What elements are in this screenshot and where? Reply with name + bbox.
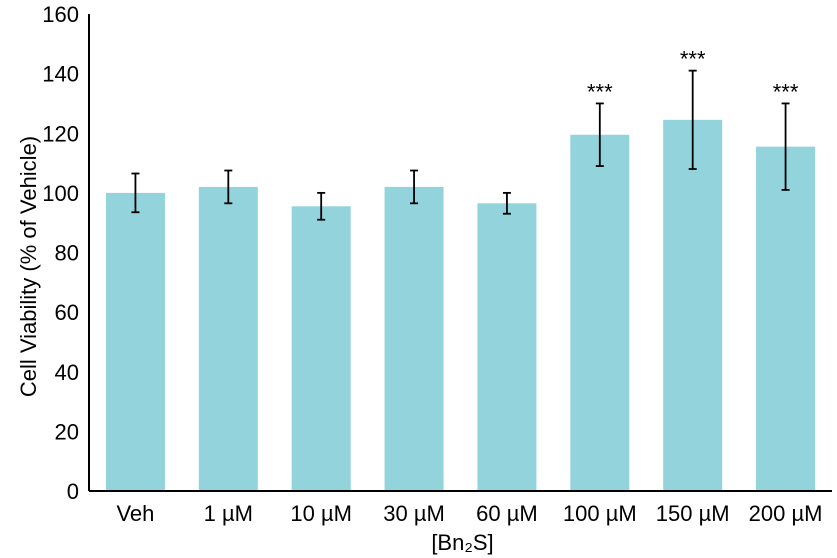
y-tick-label: 0 [67,479,79,504]
x-tick-label: 30 µM [383,501,445,526]
y-tick-label: 160 [42,2,79,27]
y-tick-label: 40 [55,360,79,385]
bar [756,146,816,491]
x-tick-label: 200 µM [749,501,823,526]
x-tick-label: 60 µM [476,501,538,526]
bars [105,119,816,491]
bar [570,134,630,491]
bar [291,206,351,491]
x-tick-label: 10 µM [290,501,352,526]
error-bar [595,102,604,167]
y-tick-label: 140 [42,62,79,87]
significance-label: *** [680,47,706,72]
y-tick-label: 100 [42,181,79,206]
significance-label: *** [587,79,613,104]
x-axis-ticks: Veh 1 µM 10 µM 30 µM 60 µM 100 µM 150 µM 200 µM [116,501,822,526]
bar [198,186,258,491]
y-axis-label: Cell Viability (% of Vehicle) [16,136,41,397]
bar [384,186,444,491]
x-tick-label: 1 µM [204,501,253,526]
error-bar [781,102,790,191]
error-bar [410,169,419,205]
y-axis-ticks: 0 20 40 60 80 100 120 140 160 [42,2,79,504]
x-tick-label: Veh [116,501,154,526]
error-bar [224,169,233,205]
y-tick-label: 20 [55,419,79,444]
bar [477,203,537,491]
error-bar [688,69,697,170]
error-bars [131,69,790,221]
y-tick-label: 120 [42,121,79,146]
x-tick-label: 100 µM [563,501,637,526]
bar [105,192,165,491]
error-bar [502,191,511,215]
bar [663,119,723,491]
y-tick-label: 80 [55,241,79,266]
error-bar [131,172,140,214]
x-tick-label: 150 µM [656,501,730,526]
significance-label: *** [773,79,799,104]
error-bar [317,191,326,221]
y-tick-label: 60 [55,300,79,325]
x-axis-label: [Bn₂S] [431,530,493,555]
significance-annotations: *** *** *** [587,47,799,105]
